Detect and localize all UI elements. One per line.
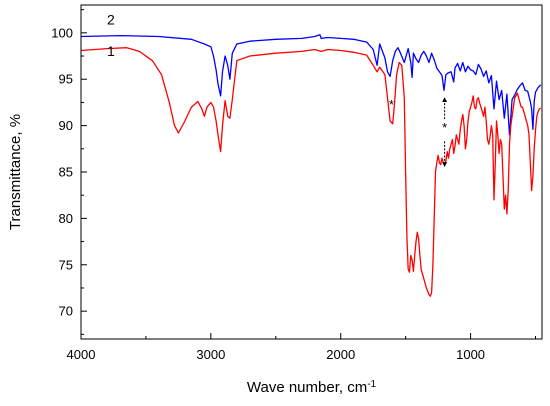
asterisk-annotation: *: [442, 120, 447, 135]
y-tick-label: 75: [59, 257, 73, 272]
series-layer: [80, 34, 542, 297]
x-tick-label: 3000: [196, 347, 225, 362]
annotations: **: [389, 97, 447, 168]
plot-frame: [80, 4, 543, 340]
series-labels: 21: [107, 11, 115, 59]
y-tick-label: 95: [59, 72, 73, 87]
y-tick-label: 100: [51, 25, 73, 40]
y-tick-label: 85: [59, 165, 73, 180]
x-axis-title-superscript: -1: [367, 379, 376, 390]
asterisk-annotation: *: [389, 97, 394, 112]
y-tick-label: 90: [59, 118, 73, 133]
series-label-2: 2: [107, 11, 115, 27]
x-axis-title: Wave number, cm-1: [247, 379, 377, 397]
y-axis: 70 75 80 85 90 95 100: [51, 9, 87, 335]
y-tick-label: 80: [59, 211, 73, 226]
x-tick-label: 1000: [456, 347, 485, 362]
x-axis: 4000 3000 2000 1000: [67, 333, 537, 362]
x-tick-label: 4000: [67, 347, 96, 362]
series-label-1: 1: [107, 43, 115, 59]
x-tick-label: 2000: [326, 347, 355, 362]
y-axis-title: Transmittance, %: [7, 114, 24, 230]
y-tick-label: 70: [59, 304, 73, 319]
series-line-2: [80, 34, 542, 136]
series-line-1: [80, 47, 542, 297]
